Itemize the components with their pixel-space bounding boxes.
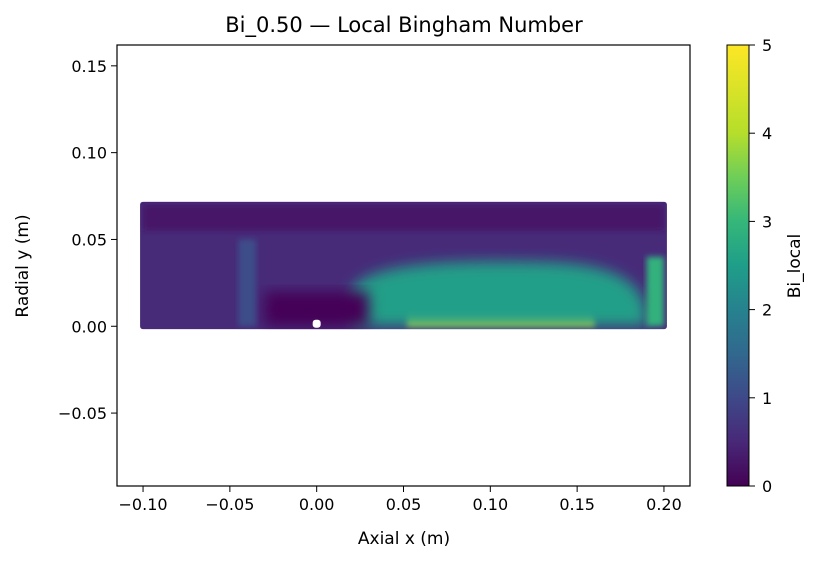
colorbar-tick-label: 4 (762, 124, 772, 143)
y-tick-label: −0.05 (58, 404, 107, 423)
obstacle-marker (312, 319, 321, 328)
x-tick-label: 0.15 (559, 495, 595, 514)
y-tick-label: 0.15 (71, 57, 107, 76)
heatmap-field (140, 201, 667, 330)
colorbar-label: Bi_local (785, 234, 805, 299)
x-tick-label: 0.20 (646, 495, 682, 514)
x-tick-label: 0.05 (386, 495, 422, 514)
x-tick-label: −0.05 (205, 495, 254, 514)
y-axis-label: Radial y (m) (13, 214, 33, 317)
colorbar-tick-label: 3 (762, 212, 772, 231)
x-tick-label: −0.10 (119, 495, 168, 514)
x-axis-label: Axial x (m) (358, 529, 450, 549)
colorbar-tick-label: 0 (762, 477, 772, 496)
chart-title: Bi_0.50 — Local Bingham Number (225, 13, 583, 38)
colorbar (726, 44, 750, 487)
field-region-top-band (143, 204, 664, 231)
y-tick-label: 0.05 (71, 230, 107, 249)
y-tick-label: 0.00 (71, 317, 107, 336)
colorbar-ticks: 0 1 2 3 4 5 (749, 36, 772, 496)
field-region-outlet-edge (646, 256, 664, 327)
y-tick-label: 0.10 (71, 144, 107, 163)
x-tick-label: 0.00 (299, 495, 335, 514)
colorbar-tick-label: 1 (762, 389, 772, 408)
x-tick-label: 0.10 (473, 495, 509, 514)
colorbar-tick-label: 2 (762, 301, 772, 320)
colorbar-tick-label: 5 (762, 36, 772, 55)
obstacle-shape (312, 319, 321, 328)
y-axis-ticks: −0.05 0.00 0.05 0.10 0.15 (58, 57, 117, 423)
field-region-shear-halo (351, 261, 647, 327)
x-axis-ticks: −0.10 −0.05 0.00 0.05 0.10 0.15 0.20 (119, 486, 682, 514)
field-region-inlet-streak (238, 239, 256, 327)
